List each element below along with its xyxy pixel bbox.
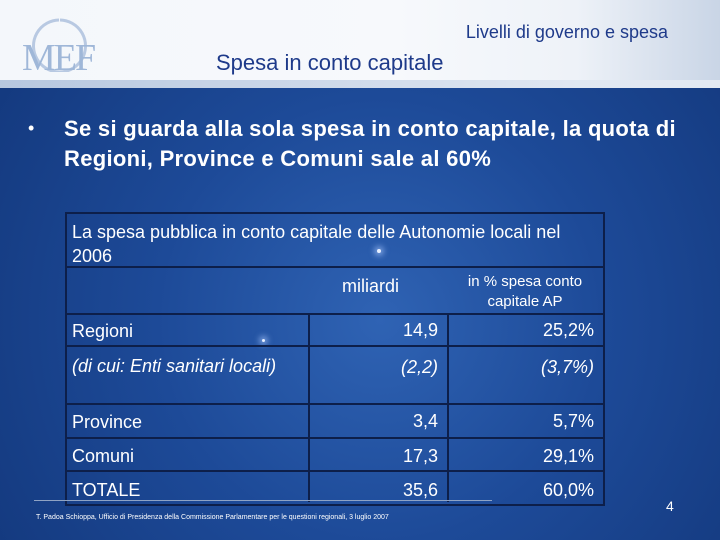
- cell-percent-totale: 60,0%: [542, 480, 594, 500]
- slide-title: Spesa in conto capitale: [216, 50, 444, 75]
- data-table: [65, 212, 605, 506]
- cell-percent-province: 5,7%: [552, 411, 594, 431]
- row-label-regioni: Regioni: [72, 321, 134, 341]
- cell-miliardi-regioni: 14,9: [402, 320, 438, 340]
- row-label-totale: TOTALE: [72, 480, 141, 500]
- sparkle-decoration: [262, 339, 265, 342]
- footer-divider: [34, 500, 492, 501]
- cell-percent-comuni: 29,1%: [542, 446, 594, 466]
- row-label-province: Province: [72, 412, 143, 432]
- column-header-percent: in % spesa conto capitale AP: [467, 273, 583, 310]
- column-header-miliardi: miliardi: [342, 276, 400, 296]
- logo-arc-icon: [32, 18, 87, 74]
- column-divider: [308, 313, 310, 502]
- logo-text: MEF: [22, 37, 96, 79]
- cell-miliardi-totale: 35,6: [402, 480, 438, 500]
- page-number: 4: [666, 498, 674, 514]
- section-title: Livelli di governo e spesa: [465, 22, 668, 42]
- bullet-text: Se si guarda alla sola spesa in conto ca…: [64, 116, 676, 171]
- mef-logo: MEF: [10, 14, 96, 79]
- row-divider: [65, 437, 603, 439]
- row-divider: [65, 313, 603, 315]
- cell-miliardi-province: 3,4: [412, 411, 438, 431]
- row-label-enti-sanitari: (di cui: Enti sanitari locali): [72, 356, 277, 376]
- footnote: T. Padoa Schioppa, Ufficio di Presidenza…: [36, 514, 389, 521]
- slide-header: [0, 0, 720, 88]
- cell-percent-regioni: 25,2%: [542, 320, 594, 340]
- header-divider: [0, 80, 720, 88]
- bullet-icon: •: [28, 118, 35, 138]
- cell-percent-enti-sanitari: (3,7%): [540, 357, 594, 377]
- row-label-comuni: Comuni: [72, 446, 135, 466]
- table-title-divider: [65, 266, 603, 268]
- row-divider: [65, 470, 603, 472]
- cell-miliardi-comuni: 17,3: [402, 446, 438, 466]
- row-divider: [65, 403, 603, 405]
- row-divider: [65, 345, 603, 347]
- column-divider: [447, 313, 449, 502]
- cell-miliardi-enti-sanitari: (2,2): [400, 357, 438, 377]
- table-title: La spesa pubblica in conto capitale dell…: [72, 222, 561, 266]
- sparkle-decoration: [377, 249, 381, 253]
